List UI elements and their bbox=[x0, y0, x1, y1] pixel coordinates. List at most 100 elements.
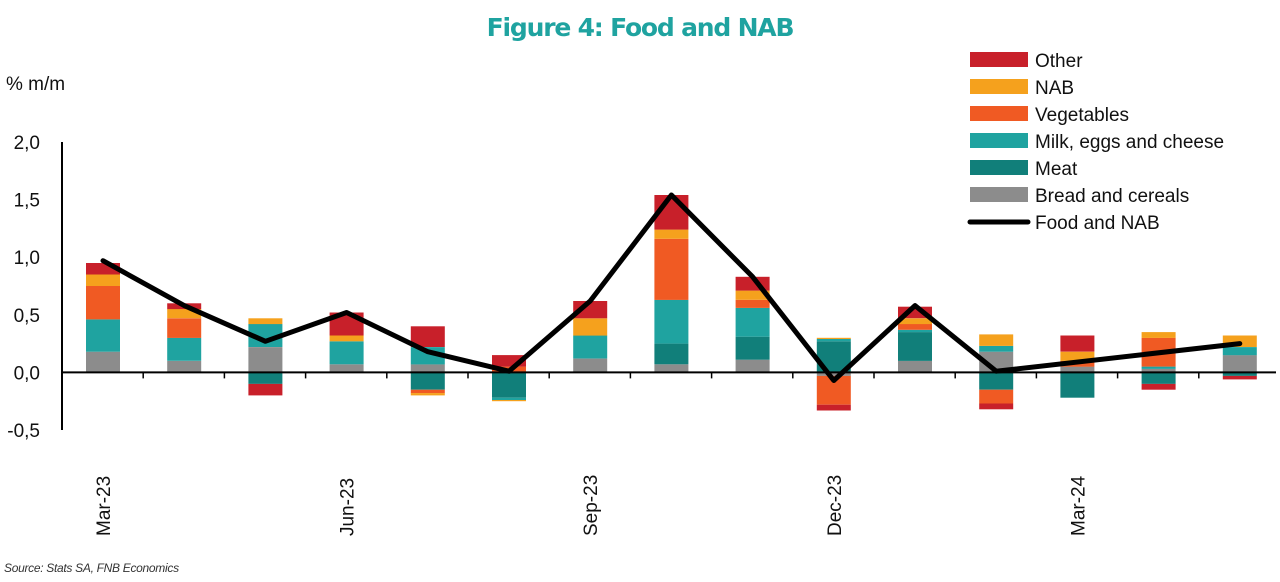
bar-segment-other bbox=[816, 404, 851, 411]
y-axis-label: % m/m bbox=[6, 74, 65, 95]
bar-segment-milk-eggs-and-cheese bbox=[898, 329, 932, 333]
x-tick-label: Mar-24 bbox=[1068, 475, 1089, 536]
bar-segment-bread-and-cereals bbox=[1060, 366, 1095, 373]
bar-segment-milk-eggs-and-cheese bbox=[1222, 347, 1257, 356]
bar-segment-bread-and-cereals bbox=[898, 360, 932, 373]
bar-segment-nab bbox=[492, 400, 526, 402]
y-tick-label: 1,0 bbox=[14, 248, 40, 269]
bar-segment-bread-and-cereals bbox=[248, 347, 283, 373]
legend-label: Meat bbox=[1035, 159, 1078, 180]
chart-title: Figure 4: Food and NAB bbox=[487, 13, 794, 42]
bar-segment-milk-eggs-and-cheese bbox=[735, 307, 770, 337]
bar-segment-nab bbox=[735, 290, 770, 300]
legend-swatch bbox=[970, 160, 1028, 175]
y-tick-label: 0,0 bbox=[14, 363, 40, 384]
bar-segment-bread-and-cereals bbox=[329, 364, 364, 373]
x-tick-label: Dec-23 bbox=[825, 475, 846, 536]
bar-segment-other bbox=[248, 383, 283, 396]
bar-segment-nab bbox=[816, 337, 851, 339]
bar-segment-nab bbox=[1141, 332, 1176, 338]
x-tick-label: Mar-23 bbox=[94, 476, 115, 536]
bar-segment-bread-and-cereals bbox=[86, 351, 120, 373]
bar-segment-meat bbox=[898, 332, 932, 361]
bar-segment-nab bbox=[167, 309, 202, 319]
legend-swatch bbox=[970, 133, 1028, 148]
bar-segment-milk-eggs-and-cheese bbox=[1141, 366, 1176, 369]
bar-segment-vegetables bbox=[86, 286, 120, 320]
bar-segment-other bbox=[410, 326, 445, 347]
legend: Other NAB Vegetables Milk, eggs and cheese M… bbox=[967, 51, 1224, 234]
legend-label: NAB bbox=[1035, 78, 1074, 99]
bar-segment-vegetables bbox=[654, 238, 689, 300]
y-tick-labels: -0,5 0,0 0,5 1,0 1,5 2,0 bbox=[7, 133, 40, 442]
axes bbox=[61, 142, 1276, 430]
bar-segment-milk-eggs-and-cheese bbox=[492, 397, 526, 400]
bar-segment-vegetables bbox=[167, 318, 202, 338]
bar-segment-bread-and-cereals bbox=[410, 364, 445, 373]
bar-segment-other bbox=[86, 263, 120, 275]
bar-segment-meat bbox=[492, 372, 526, 398]
bar-segment-bread-and-cereals bbox=[167, 360, 202, 373]
bar-segment-milk-eggs-and-cheese bbox=[573, 335, 608, 359]
bar-segment-other bbox=[898, 306, 932, 319]
legend-swatch bbox=[970, 106, 1028, 121]
bar-segment-nab bbox=[329, 335, 364, 342]
bar-segment-meat bbox=[1060, 372, 1095, 398]
bar-segment-milk-eggs-and-cheese bbox=[167, 337, 202, 361]
bar-segment-milk-eggs-and-cheese bbox=[979, 345, 1014, 352]
legend-label: Other bbox=[1035, 51, 1083, 72]
bar-segment-meat bbox=[410, 372, 445, 390]
y-tick-label: 1,5 bbox=[14, 191, 40, 212]
bar-segment-nab bbox=[248, 318, 283, 325]
legend-swatch bbox=[970, 79, 1028, 94]
bar-segment-bread-and-cereals bbox=[654, 364, 689, 373]
bar-segment-milk-eggs-and-cheese bbox=[86, 319, 120, 352]
legend-label: Bread and cereals bbox=[1035, 186, 1189, 207]
bar-segment-nab bbox=[410, 393, 445, 396]
bar-segment-bread-and-cereals bbox=[1222, 355, 1257, 373]
bar-segment-meat bbox=[979, 372, 1014, 390]
bar-segment-nab bbox=[1060, 351, 1095, 361]
bar-segment-vegetables bbox=[898, 324, 932, 330]
source-note: Source: Stats SA, FNB Economics bbox=[4, 561, 179, 575]
food-and-nab-line bbox=[100, 192, 1243, 383]
bar-segment-meat bbox=[1222, 372, 1257, 376]
bar-segment-other bbox=[1060, 335, 1095, 352]
bar-segment-vegetables bbox=[410, 389, 445, 394]
legend-label: Milk, eggs and cheese bbox=[1035, 132, 1224, 153]
food-and-nab-polyline bbox=[100, 192, 1243, 383]
bar-segment-bread-and-cereals bbox=[1141, 368, 1176, 373]
bar-segment-milk-eggs-and-cheese bbox=[248, 324, 283, 347]
bar-segment-nab bbox=[979, 334, 1014, 346]
bar-segment-milk-eggs-and-cheese bbox=[654, 299, 689, 344]
bar-segment-meat bbox=[654, 343, 689, 365]
bar-segment-meat bbox=[1141, 372, 1176, 384]
bar-segment-nab bbox=[573, 318, 608, 336]
bar-segment-nab bbox=[654, 229, 689, 239]
bar-segment-bread-and-cereals bbox=[573, 358, 608, 373]
legend-swatch bbox=[970, 187, 1028, 202]
bar-segment-other bbox=[492, 355, 526, 367]
legend-label: Food and NAB bbox=[1035, 213, 1160, 234]
bar-segment-bread-and-cereals bbox=[816, 372, 851, 376]
x-tick-label: Sep-23 bbox=[581, 475, 602, 536]
bar-segment-other bbox=[1222, 375, 1257, 380]
bar-segment-meat bbox=[735, 336, 770, 360]
bar-segment-nab bbox=[898, 318, 932, 325]
legend-label: Vegetables bbox=[1035, 105, 1129, 126]
bar-segment-other bbox=[1141, 383, 1176, 390]
bar-segment-nab bbox=[86, 274, 120, 286]
bar-segment-vegetables bbox=[979, 389, 1014, 404]
x-tick-labels: Mar-23 Jun-23 Sep-23 Dec-23 Mar-24 bbox=[94, 475, 1089, 536]
bar-segment-milk-eggs-and-cheese bbox=[816, 339, 851, 342]
bar-segment-vegetables bbox=[735, 299, 770, 308]
y-tick-label: 2,0 bbox=[14, 133, 40, 154]
x-tick-label: Jun-23 bbox=[338, 478, 359, 536]
bar-segment-meat bbox=[248, 372, 283, 384]
y-tick-label: 0,5 bbox=[14, 306, 40, 327]
bar-segment-bread-and-cereals bbox=[735, 359, 770, 373]
y-tick-label: -0,5 bbox=[7, 421, 40, 442]
bar-segment-other bbox=[979, 403, 1014, 410]
legend-swatch bbox=[970, 52, 1028, 67]
